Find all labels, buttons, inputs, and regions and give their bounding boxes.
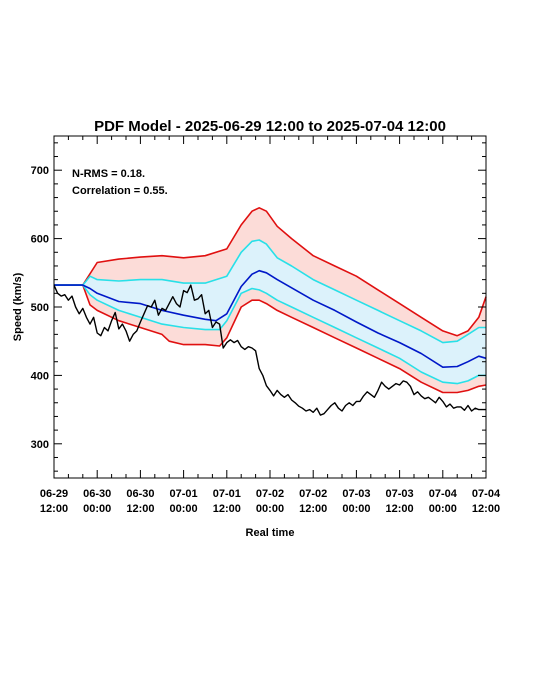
x-tick-label-time: 00:00 <box>342 503 370 515</box>
x-tick-label-time: 12:00 <box>472 503 500 515</box>
x-tick-label-date: 07-02 <box>299 488 327 500</box>
x-tick-label-date: 06-29 <box>40 488 68 500</box>
x-tick-label-date: 07-03 <box>342 488 370 500</box>
plot-area <box>53 207 487 416</box>
annotation-correlation: Correlation = 0.55. <box>72 185 168 197</box>
y-tick-label: 700 <box>31 165 49 177</box>
x-tick-label-time: 00:00 <box>256 503 284 515</box>
chart-title: PDF Model - 2025-06-29 12:00 to 2025-07-… <box>94 118 446 135</box>
x-tick-label-date: 07-03 <box>386 488 414 500</box>
y-axis-label: Speed (km/s) <box>12 272 24 341</box>
y-tick-label: 400 <box>31 370 49 382</box>
x-tick-label-date: 07-04 <box>429 488 458 500</box>
x-tick-label-date: 07-01 <box>170 488 198 500</box>
lower-inner-line <box>54 284 486 385</box>
x-tick-label-time: 12:00 <box>386 503 414 515</box>
y-axis: 300 400 500 600 700 <box>31 142 486 472</box>
x-axis-label: Real time <box>246 527 295 539</box>
upper-outer-line <box>54 207 487 337</box>
x-tick-label-time: 12:00 <box>213 503 241 515</box>
observed-line <box>53 284 486 416</box>
median-line <box>54 269 487 368</box>
x-tick-label-time: 00:00 <box>170 503 198 515</box>
y-tick-label: 600 <box>31 234 49 246</box>
x-tick-label-time: 00:00 <box>83 503 111 515</box>
y-tick-label: 300 <box>31 439 49 451</box>
upper-inner-line <box>54 239 486 344</box>
x-tick-label-date: 07-04 <box>472 488 501 500</box>
x-tick-label-date: 06-30 <box>83 488 111 500</box>
y-tick-label: 500 <box>31 302 49 314</box>
x-tick-label-time: 12:00 <box>299 503 327 515</box>
x-tick-label-date: 07-02 <box>256 488 284 500</box>
x-tick-label-time: 00:00 <box>429 503 457 515</box>
x-tick-label-time: 12:00 <box>40 503 68 515</box>
x-tick-label-date: 07-01 <box>213 488 241 500</box>
lower-outer-line <box>54 284 487 394</box>
annotation-nrms: N-RMS = 0.18. <box>72 168 145 180</box>
x-tick-label-date: 06-30 <box>126 488 154 500</box>
x-axis: 06-29 12:00 06-30 00:00 06-30 12:00 07-01 00:00… <box>40 136 501 515</box>
x-tick-label-time: 12:00 <box>126 503 154 515</box>
